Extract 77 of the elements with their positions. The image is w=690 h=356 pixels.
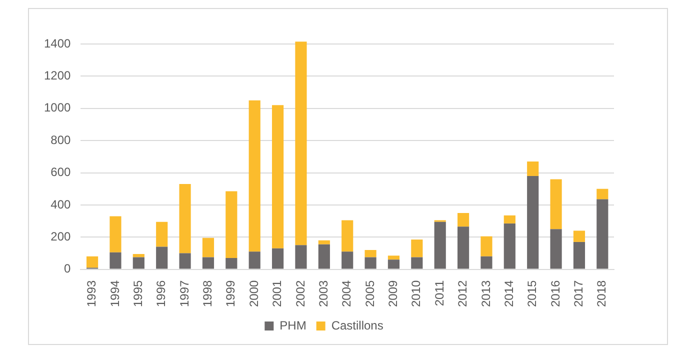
x-tick-label: 2001 — [270, 280, 284, 308]
y-tick-label: 1200 — [44, 68, 72, 83]
x-tick-label: 2003 — [316, 280, 330, 308]
bar — [480, 256, 492, 269]
legend-label: Castillons — [331, 318, 384, 332]
x-tick-label: 2018 — [594, 280, 609, 308]
bar — [272, 248, 284, 269]
bar — [132, 257, 144, 269]
x-tick-label: 2014 — [502, 280, 516, 308]
x-tick-label: 2002 — [293, 280, 308, 308]
bar — [86, 256, 98, 268]
bar — [573, 230, 586, 242]
bar — [550, 229, 562, 269]
bar — [132, 254, 144, 258]
x-tick-label: 2009 — [386, 280, 400, 308]
bar — [295, 42, 307, 246]
bar — [550, 179, 562, 230]
bar — [272, 105, 284, 248]
bar — [342, 252, 354, 269]
bar — [527, 176, 539, 269]
bar — [388, 260, 400, 269]
bar — [202, 238, 214, 258]
x-tick-label: 1999 — [224, 280, 238, 308]
y-tick-label: 1400 — [44, 36, 72, 50]
bar — [388, 256, 400, 260]
x-tick-label: 2010 — [409, 280, 424, 308]
bar — [226, 191, 238, 258]
bar — [248, 100, 260, 252]
x-tick-label: 1994 — [108, 280, 122, 308]
y-tick-label: 0 — [64, 262, 72, 276]
bar — [364, 257, 376, 269]
bar — [226, 258, 238, 269]
bar — [411, 240, 423, 258]
bar — [480, 236, 492, 256]
bar — [202, 257, 214, 269]
bar — [573, 242, 586, 269]
bar — [318, 244, 330, 269]
x-tick-label: 2013 — [478, 280, 493, 308]
x-tick-label: 2012 — [456, 280, 470, 308]
x-tick-label: 1997 — [177, 280, 192, 308]
bar — [295, 245, 307, 269]
bar — [248, 252, 260, 269]
x-tick-label: 2005 — [362, 280, 377, 308]
x-tick-label: 1998 — [200, 280, 215, 308]
bar — [457, 212, 470, 227]
x-tick-label: 2016 — [548, 280, 562, 308]
x-tick-label: 2015 — [525, 280, 540, 308]
bar — [457, 226, 470, 269]
y-tick-label: 600 — [50, 165, 72, 180]
bar — [156, 246, 168, 269]
x-tick-label: 2004 — [340, 280, 354, 308]
y-tick-label: 1000 — [44, 100, 72, 115]
legend-label: PHM — [280, 318, 306, 332]
bar — [527, 161, 539, 176]
y-tick-label: 400 — [50, 197, 72, 212]
x-tick-label: 2011 — [432, 280, 446, 306]
bar — [596, 199, 608, 269]
x-tick-label: 2017 — [572, 280, 586, 308]
bar — [179, 184, 191, 254]
x-tick-label: 1993 — [84, 280, 99, 308]
bar — [364, 250, 376, 258]
y-tick-label: 200 — [50, 229, 72, 244]
x-tick-label: 2000 — [246, 280, 261, 308]
bar — [110, 216, 122, 252]
bar — [318, 240, 330, 244]
bar — [156, 222, 168, 247]
bar — [504, 215, 516, 224]
bar — [504, 223, 516, 269]
x-tick-label: 1995 — [130, 280, 145, 308]
bar — [342, 220, 354, 252]
bar — [110, 252, 122, 269]
bar — [179, 253, 191, 269]
bar — [434, 222, 446, 269]
y-tick-label: 800 — [50, 132, 72, 147]
x-tick-label: 1996 — [154, 280, 168, 308]
bar — [411, 257, 423, 269]
bar — [596, 188, 608, 200]
